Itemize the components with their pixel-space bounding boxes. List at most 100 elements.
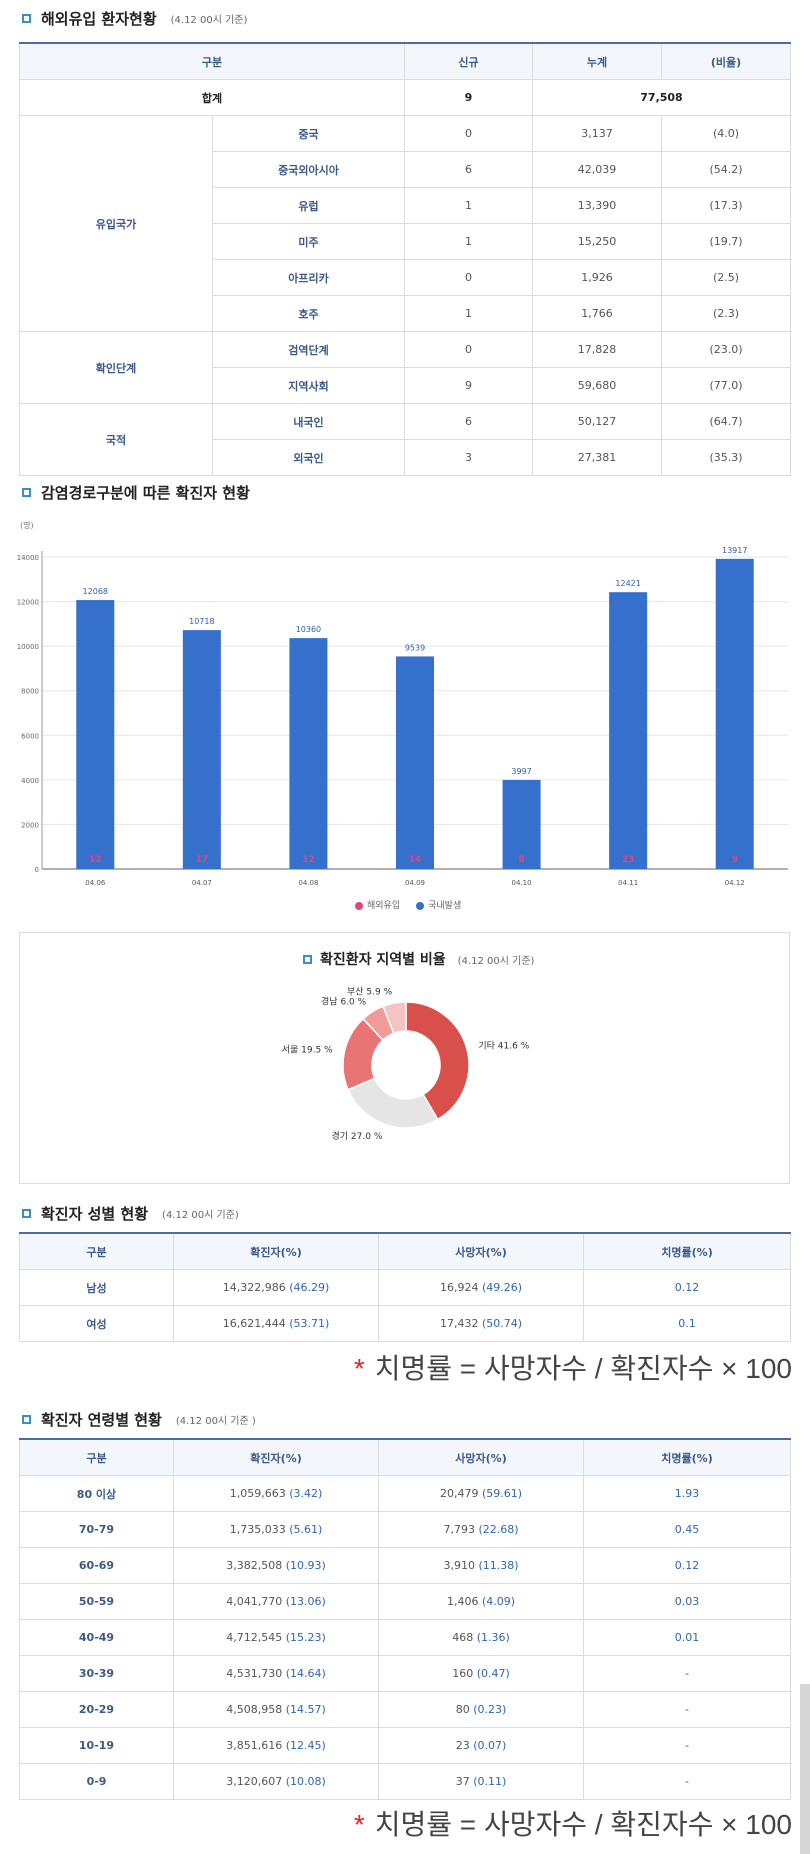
table-row: 확인단계 검역단계 0 17,828 (23.0) — [19, 331, 791, 404]
row-cumulative: 59,680 — [532, 367, 662, 404]
confirmed-value: 16,621,444 — [222, 1317, 286, 1330]
row-label: 0-9 — [19, 1763, 174, 1800]
legend-item-domestic[interactable]: 국내발생 — [416, 898, 461, 911]
row-label: 여성 — [19, 1305, 174, 1342]
confirmed-value: 14,322,986 — [222, 1281, 286, 1294]
row-label: 50-59 — [19, 1583, 174, 1620]
header-confirmed: 확진자(%) — [173, 1232, 379, 1270]
bar-value-label: 10718 — [189, 617, 214, 626]
age-table: 구분 확진자(%) 사망자(%) 치명률(%) 80 이상 1,059,663 … — [19, 1438, 791, 1800]
row-label: 호주 — [212, 295, 405, 332]
header-category: 구분 — [19, 1232, 174, 1270]
row-fatality: - — [583, 1727, 791, 1764]
row-confirmed: 4,531,730 (14.64) — [173, 1655, 379, 1692]
legend-item-imported[interactable]: 해외유입 — [355, 898, 400, 911]
row-deaths: 468 (1.36) — [378, 1619, 584, 1656]
row-label: 검역단계 — [212, 331, 405, 368]
header-confirmed: 확진자(%) — [173, 1438, 379, 1476]
legend-dot-icon — [355, 901, 363, 910]
donut-title-text: 확진환자 지역별 비율 — [320, 952, 446, 968]
row-ratio: (4.0) — [661, 115, 791, 152]
bar-chart-svg: (명) 0 2000 4000 6000 8000 10000 12000 14000 12068… — [17, 520, 788, 887]
row-new: 9 — [404, 367, 533, 404]
deaths-value: 80 — [455, 1703, 470, 1716]
deaths-pct: (50.74) — [481, 1317, 523, 1330]
row-new: 3 — [404, 439, 533, 476]
y-tick-label: 10000 — [17, 643, 39, 651]
table-row: 30-39 4,531,730 (14.64) 160 (0.47) - — [19, 1655, 791, 1692]
row-deaths: 37 (0.11) — [378, 1763, 584, 1800]
x-tick-label: 04.08 — [298, 879, 318, 887]
bar-domestic — [502, 779, 541, 869]
row-label: 40-49 — [19, 1619, 174, 1656]
donut-chart-svg: 기타 41.6 % 경기 27.0 % 서울 19.5 % 경남 6.0 %부산 5.… — [282, 986, 530, 1142]
donut-slice — [347, 1077, 439, 1129]
legend-label: 해외유입 — [367, 901, 401, 911]
table-row: 50-59 4,041,770 (13.06) 1,406 (4.09) 0.0… — [19, 1583, 791, 1620]
confirmed-value: 4,712,545 — [226, 1631, 283, 1644]
x-tick-label: 04.11 — [618, 879, 638, 887]
row-cumulative: 15,250 — [532, 223, 662, 260]
row-fatality: 0.12 — [583, 1547, 791, 1584]
row-label: 내국인 — [212, 403, 405, 440]
confirmed-value: 4,508,958 — [226, 1703, 283, 1716]
x-tick-label: 04.12 — [725, 879, 745, 887]
header-cumulative: 누계 — [532, 42, 662, 80]
table-header-row: 구분 신규 누계 (비율) — [19, 42, 791, 80]
confirmed-pct: (12.45) — [285, 1739, 326, 1752]
header-category: 구분 — [19, 1438, 174, 1476]
table-row: 미주 1 15,250 (19.7) — [20, 223, 791, 260]
chart-legend: 해외유입 국내발생 — [355, 898, 461, 911]
deaths-value: 468 — [452, 1631, 474, 1644]
row-fatality: 0.45 — [583, 1511, 791, 1548]
deaths-value: 3,910 — [443, 1559, 475, 1572]
section-title-age: 확진자 연령별 현황 (4.12 00시 기준 ) — [22, 1409, 256, 1430]
y-tick-label: 8000 — [21, 688, 39, 696]
bar-value-label: 3997 — [511, 767, 531, 776]
page-scrollbar[interactable] — [800, 1684, 810, 1854]
imported-value-label: 12 — [89, 855, 102, 865]
row-cumulative: 42,039 — [532, 151, 662, 188]
donut-slice-label: 경남 6.0 % — [321, 995, 367, 1007]
confirmed-value: 3,851,616 — [226, 1739, 283, 1752]
row-label: 아프리카 — [212, 259, 405, 296]
row-new: 0 — [404, 115, 533, 152]
row-fatality: 0.12 — [583, 1269, 791, 1306]
section-title-text: 감염경로구분에 따른 확진자 현황 — [41, 484, 250, 502]
donut-slice-label: 부산 5.9 % — [347, 986, 393, 997]
row-fatality: 0.1 — [583, 1305, 791, 1342]
row-confirmed: 4,712,545 (15.23) — [173, 1619, 379, 1656]
bar-domestic — [609, 592, 648, 869]
imported-value-label: 12 — [302, 855, 315, 865]
x-tick-label: 04.09 — [405, 879, 425, 887]
section-title-infection-route: 감염경로구분에 따른 확진자 현황 — [22, 482, 250, 503]
deaths-value: 20,479 — [439, 1487, 479, 1500]
imported-value-label: 14 — [409, 855, 422, 865]
bar-domestic — [182, 630, 221, 869]
row-confirmed: 1,735,033 (5.61) — [173, 1511, 379, 1548]
donut-slice-label: 서울 19.5 % — [282, 1044, 333, 1055]
region-ratio-card: 확진환자 지역별 비율 (4.12 00시 기준) 기타 41.6 % 경기 27… — [19, 932, 790, 1184]
row-deaths: 16,924 (49.26) — [378, 1269, 584, 1306]
table-row: 유럽 1 13,390 (17.3) — [20, 187, 791, 224]
x-tick-label: 04.10 — [512, 879, 532, 887]
bar-domestic — [289, 638, 328, 869]
row-deaths: 1,406 (4.09) — [378, 1583, 584, 1620]
row-confirmed: 3,851,616 (12.45) — [173, 1727, 379, 1764]
row-new: 1 — [404, 187, 533, 224]
y-tick-label: 14000 — [17, 554, 39, 562]
deaths-value: 1,406 — [446, 1595, 479, 1608]
confirmed-pct: (13.06) — [285, 1595, 326, 1608]
table-header-row: 구분 확진자(%) 사망자(%) 치명률(%) — [19, 1438, 791, 1476]
table-row: 60-69 3,382,508 (10.93) 3,910 (11.38) 0.… — [19, 1547, 791, 1584]
row-label: 20-29 — [19, 1691, 174, 1728]
confirmed-pct: (14.64) — [285, 1667, 326, 1680]
row-new: 6 — [404, 403, 533, 440]
table-row: 여성 16,621,444 (53.71) 17,432 (50.74) 0.1 — [19, 1305, 791, 1342]
confirmed-pct: (53.71) — [289, 1317, 330, 1330]
confirmed-pct: (10.08) — [285, 1775, 326, 1788]
section-title-gender: 확진자 성별 현황 (4.12 00시 기준) — [22, 1203, 239, 1224]
fatality-formula: * 치명률 = 사망자수 / 확진자수 × 100 — [354, 1803, 792, 1843]
confirmed-pct: (10.93) — [285, 1559, 326, 1572]
confirmed-pct: (46.29) — [289, 1281, 330, 1294]
